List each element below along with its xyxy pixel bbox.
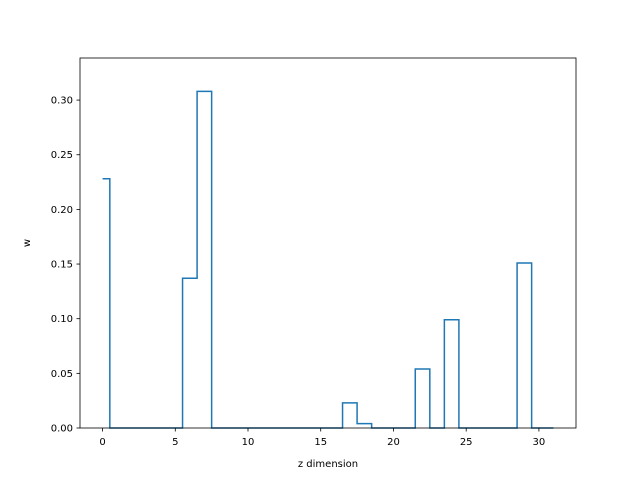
y-tick-label: 0.05 — [51, 369, 73, 380]
x-tick-label: 30 — [533, 437, 546, 448]
y-tick-label: 0.25 — [51, 150, 73, 161]
y-tick-label: 0.20 — [51, 205, 73, 216]
x-tick-label: 15 — [314, 437, 327, 448]
plot-area — [80, 58, 576, 428]
y-tick-label: 0.00 — [51, 424, 73, 435]
x-axis-label: z dimension — [298, 459, 358, 470]
y-axis-label: w — [22, 239, 33, 247]
y-tick-label: 0.10 — [51, 314, 73, 325]
tick-layer: 0 5 10 15 20 25 30 0.00 0.05 0.10 0.15 0.20 0.25 0.30 — [51, 96, 546, 448]
plot-frame — [79, 57, 577, 429]
x-tick-label: 5 — [172, 437, 178, 448]
x-tick-label: 10 — [242, 437, 255, 448]
x-tick-label: 25 — [460, 437, 473, 448]
y-tick-label: 0.30 — [51, 96, 73, 107]
x-tick-label: 20 — [387, 437, 400, 448]
y-tick-label: 0.15 — [51, 260, 73, 271]
x-tick-label: 0 — [99, 437, 105, 448]
